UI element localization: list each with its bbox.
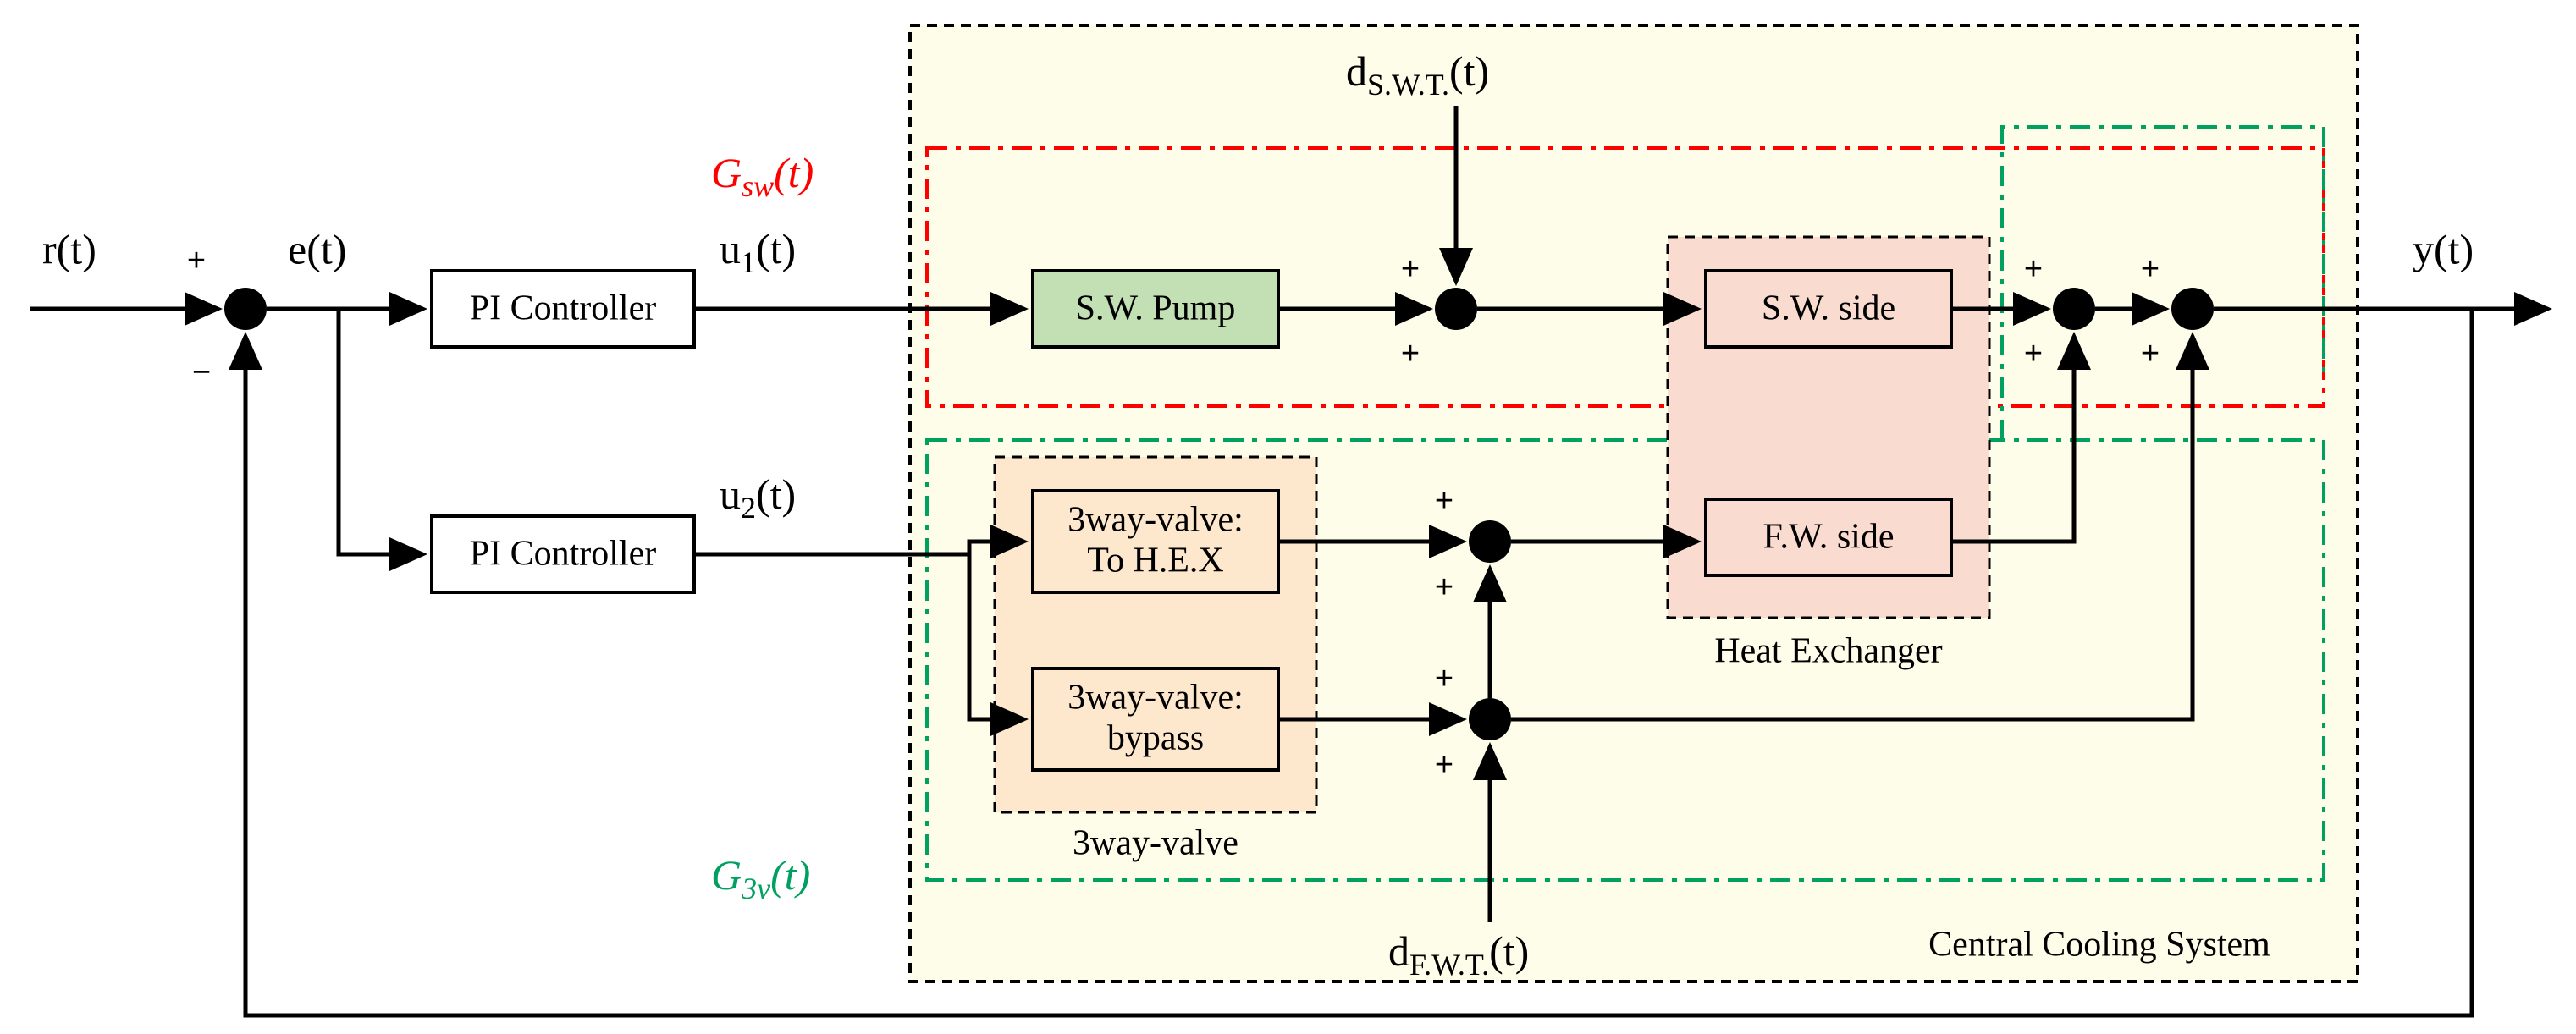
sign-plus-fw2b: +	[1435, 747, 1453, 783]
label-y: y(t)	[2413, 225, 2474, 272]
arrow-error-to-pi2	[339, 309, 423, 554]
sw-pump-label: S.W. Pump	[1076, 289, 1236, 328]
sum-output	[2171, 288, 2214, 330]
block-diagram: PI Controller PI Controller S.W. Pump 3w…	[0, 0, 2576, 1034]
sum-fw2	[1469, 698, 1511, 740]
sign-plus-r: +	[187, 243, 206, 278]
sign-plus-sw1: +	[1401, 251, 1420, 287]
sign-plus-hex1: +	[2024, 251, 2043, 287]
sign-plus-fw1a: +	[1435, 483, 1453, 519]
valve-bypass-label1: 3way-valve:	[1067, 679, 1244, 718]
sum-sw-disturbance	[1435, 288, 1477, 330]
sign-plus-fw1b: +	[1435, 569, 1453, 605]
valve-group-label: 3way-valve	[1073, 824, 1238, 863]
pi-controller-2-label: PI Controller	[470, 535, 656, 574]
sum-hex-out	[2053, 288, 2095, 330]
gsw-label: Gsw(t)	[711, 149, 814, 203]
sign-minus-fb: −	[192, 355, 211, 390]
sw-side-label: S.W. side	[1762, 289, 1895, 328]
label-e: e(t)	[288, 225, 346, 272]
label-u2: u2(t)	[720, 470, 796, 525]
sum-error	[224, 288, 267, 330]
sign-plus-sw2: +	[1401, 336, 1420, 371]
g3v-label: G3v(t)	[711, 851, 810, 905]
valve-to-hex-label2: To H.E.X	[1087, 542, 1224, 580]
label-r: r(t)	[42, 225, 97, 272]
plant-group-label: Central Cooling System	[1928, 926, 2270, 965]
label-u1: u1(t)	[720, 225, 796, 279]
sign-plus-out2: +	[2141, 336, 2160, 371]
fw-side-label: F.W. side	[1763, 518, 1895, 557]
sum-fw1	[1469, 520, 1511, 563]
sign-plus-out1: +	[2141, 251, 2160, 287]
pi-controller-1-label: PI Controller	[470, 289, 656, 328]
sign-plus-fw2a: +	[1435, 661, 1453, 696]
sign-plus-hex2: +	[2024, 336, 2043, 371]
valve-to-hex-label1: 3way-valve:	[1067, 501, 1244, 540]
hex-group-label: Heat Exchanger	[1714, 632, 1942, 671]
valve-bypass-label2: bypass	[1107, 719, 1204, 758]
